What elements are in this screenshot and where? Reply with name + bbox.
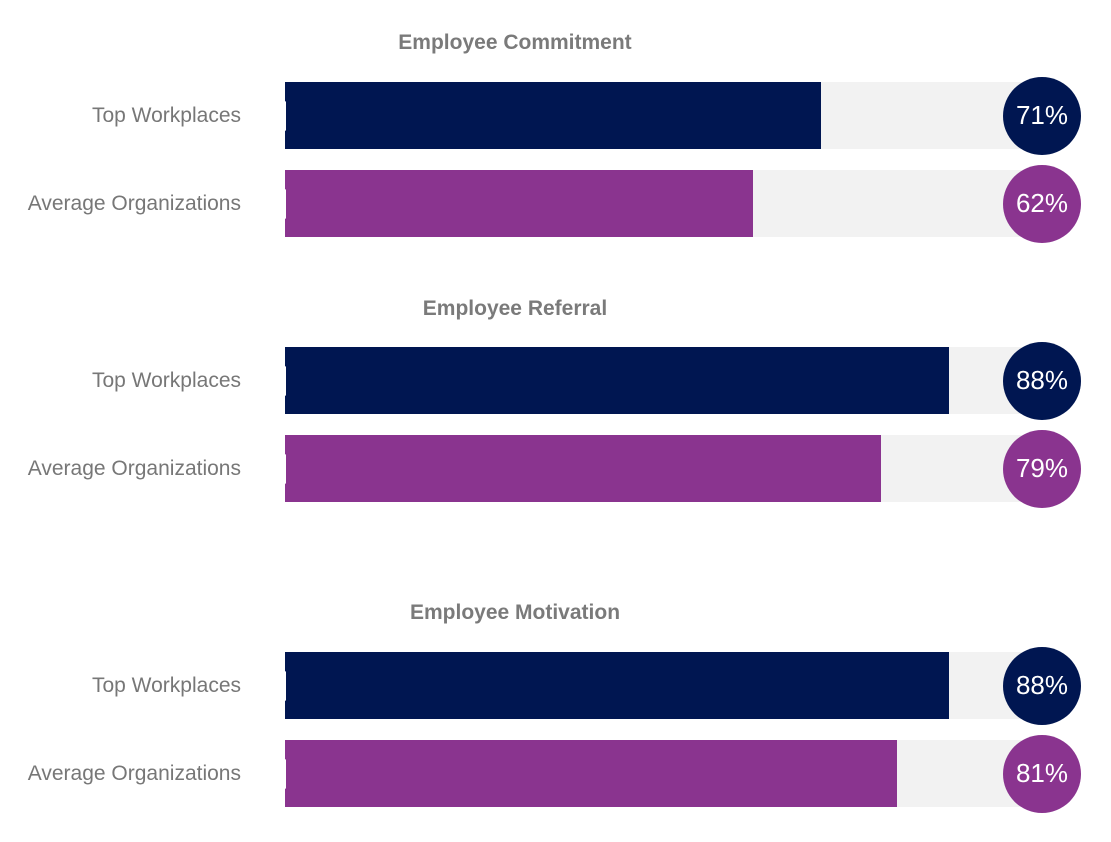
group-title: Employee Commitment: [398, 31, 632, 54]
bar-track: [285, 82, 1040, 149]
group-title: Employee Referral: [422, 297, 608, 320]
bar-track: [285, 435, 1040, 502]
value-badge: 81%: [1003, 734, 1081, 813]
bar-label: Top Workplaces: [91, 368, 241, 392]
bar-notch: [266, 365, 286, 396]
bar-notch: [266, 670, 286, 701]
bar: [285, 347, 950, 414]
bar: [285, 652, 950, 719]
value-badge: 88%: [1003, 341, 1081, 420]
bar-track: [285, 170, 1040, 237]
group-title: Employee Motivation: [409, 601, 621, 624]
bar-label: Top Workplaces: [91, 103, 241, 127]
bar: [285, 435, 882, 502]
bar-track: [285, 740, 1040, 807]
value-badge: 71%: [1003, 76, 1081, 155]
bar: [285, 82, 822, 149]
bar-notch: [266, 453, 286, 484]
bar: [285, 170, 754, 237]
value-badge: 88%: [1003, 646, 1081, 725]
bar-label: Top Workplaces: [91, 673, 241, 697]
bar-track: [285, 347, 1040, 414]
bar-label: Average Organizations: [27, 191, 241, 215]
bar-notch: [266, 188, 286, 219]
bar-label: Average Organizations: [27, 761, 241, 785]
bar-track: [285, 652, 1040, 719]
bar-notch: [266, 758, 286, 789]
value-badge: 79%: [1003, 429, 1081, 508]
bar-label: Average Organizations: [27, 456, 241, 480]
value-badge: 62%: [1003, 164, 1081, 243]
bar: [285, 740, 897, 807]
bar-notch: [266, 100, 286, 131]
